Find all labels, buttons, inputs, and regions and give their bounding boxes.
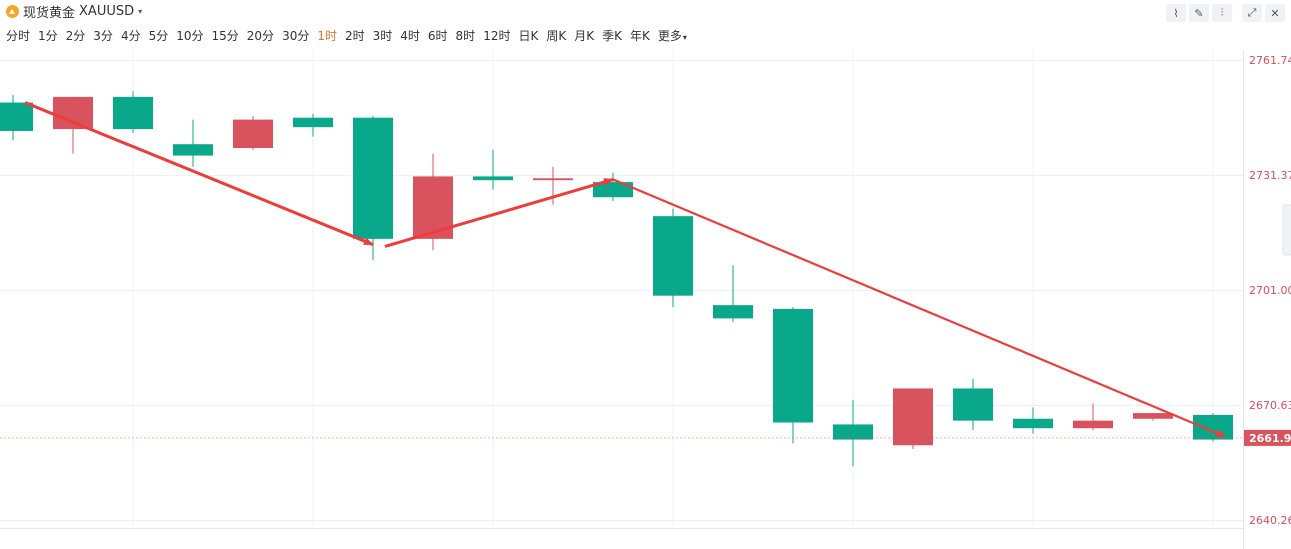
candle-body xyxy=(1193,414,1233,440)
period-tab[interactable]: 4分 xyxy=(120,29,141,43)
candle-body xyxy=(833,424,873,440)
candle-body xyxy=(533,178,573,181)
candle-body xyxy=(233,119,273,149)
chart-toolbar: 现货黄金 XAUUSD ▾ ⌇ ✎ ⫶ ⤢ ✕ xyxy=(0,0,1291,24)
chevron-down-icon: ▾ xyxy=(138,7,143,16)
period-tab-more[interactable]: 更多▾ xyxy=(658,27,687,44)
period-tab[interactable]: 3分 xyxy=(93,29,113,43)
period-tab[interactable]: 2分 xyxy=(65,29,86,43)
instrument-code: XAUUSD xyxy=(79,4,135,19)
candle-body xyxy=(1013,418,1053,429)
period-tab[interactable]: 12时 xyxy=(483,29,511,43)
trend-arrow xyxy=(612,178,1226,438)
period-tab[interactable]: 15分 xyxy=(211,29,239,43)
side-panel-handle xyxy=(1282,204,1291,256)
period-tab[interactable]: 10分 xyxy=(176,29,204,43)
candle-body xyxy=(1133,413,1173,419)
line-chart-icon[interactable]: ⌇ xyxy=(1166,4,1186,22)
period-tab[interactable]: 5分 xyxy=(148,29,169,43)
candle-body xyxy=(773,308,813,423)
candle-body xyxy=(53,96,93,130)
candle-body xyxy=(473,176,513,181)
candle-body xyxy=(713,305,753,319)
candle-body xyxy=(893,388,933,446)
candle-body xyxy=(173,144,213,156)
period-tab[interactable]: 2时 xyxy=(344,29,365,43)
period-tab[interactable]: 20分 xyxy=(246,29,275,43)
period-tab[interactable]: 8时 xyxy=(455,29,476,43)
period-tabs: 分时 1分 2分 3分 4分 5分 10分 15分 20分 30分 1时 2时 … xyxy=(6,27,695,44)
candle-body xyxy=(353,117,393,239)
gold-icon xyxy=(6,5,19,18)
candle-body xyxy=(0,102,33,131)
trend-arrow xyxy=(24,101,374,246)
chart-tools: ⌇ ✎ ⫶ ⤢ ✕ xyxy=(1163,4,1285,22)
period-tab[interactable]: 1分 xyxy=(38,29,58,43)
period-tab[interactable]: 分时 xyxy=(6,29,31,43)
candle-body xyxy=(953,388,993,421)
period-tab[interactable]: 月K xyxy=(574,29,595,43)
period-tab[interactable]: 年K xyxy=(629,29,650,43)
candle-body xyxy=(593,182,633,198)
last-price-label: 2661.94 xyxy=(1249,432,1291,445)
draw-pencil-icon[interactable]: ✎ xyxy=(1189,4,1209,22)
period-more-label: 更多 xyxy=(657,29,682,43)
grid-lines xyxy=(0,50,1244,549)
close-icon[interactable]: ✕ xyxy=(1265,4,1285,22)
expand-icon[interactable]: ⤢ xyxy=(1242,4,1262,22)
y-tick-label: 2761.74 xyxy=(1249,54,1291,67)
candle-body xyxy=(293,117,333,128)
indicator-icon[interactable]: ⫶ xyxy=(1212,4,1232,22)
y-tick-label: 2640.26 xyxy=(1249,514,1291,527)
candle-body xyxy=(653,216,693,296)
y-tick-label: 2670.63 xyxy=(1249,399,1291,412)
chevron-down-icon: ▾ xyxy=(682,33,687,42)
candles xyxy=(0,91,1233,467)
candle-body xyxy=(113,96,153,130)
y-tick-label: 2731.37 xyxy=(1249,169,1291,182)
candle-body xyxy=(1073,420,1113,429)
period-tab[interactable]: 30分 xyxy=(282,29,310,43)
candlestick-chart[interactable]: 2761.74 2731.37 2701.00 2670.63 2640.26 2661.… xyxy=(0,50,1291,549)
trend-arrows xyxy=(24,101,1226,438)
period-tab[interactable]: 季K xyxy=(602,29,622,43)
last-price-tag xyxy=(1244,429,1291,446)
period-tab[interactable]: 周K xyxy=(546,29,567,43)
period-tab[interactable]: 4时 xyxy=(400,29,420,43)
period-tab[interactable]: 日K xyxy=(518,29,539,43)
period-tab[interactable]: 1时 xyxy=(317,29,337,43)
symbol-selector[interactable]: 现货黄金 XAUUSD ▾ xyxy=(6,2,142,21)
trend-arrow xyxy=(384,177,614,248)
instrument-name: 现货黄金 xyxy=(23,6,76,21)
period-tab[interactable]: 6时 xyxy=(427,29,448,43)
price-axis: 2761.74 2731.37 2701.00 2670.63 2640.26 2661.… xyxy=(1244,54,1291,527)
y-tick-label: 2701.00 xyxy=(1249,284,1291,297)
period-tab[interactable]: 3时 xyxy=(372,29,393,43)
